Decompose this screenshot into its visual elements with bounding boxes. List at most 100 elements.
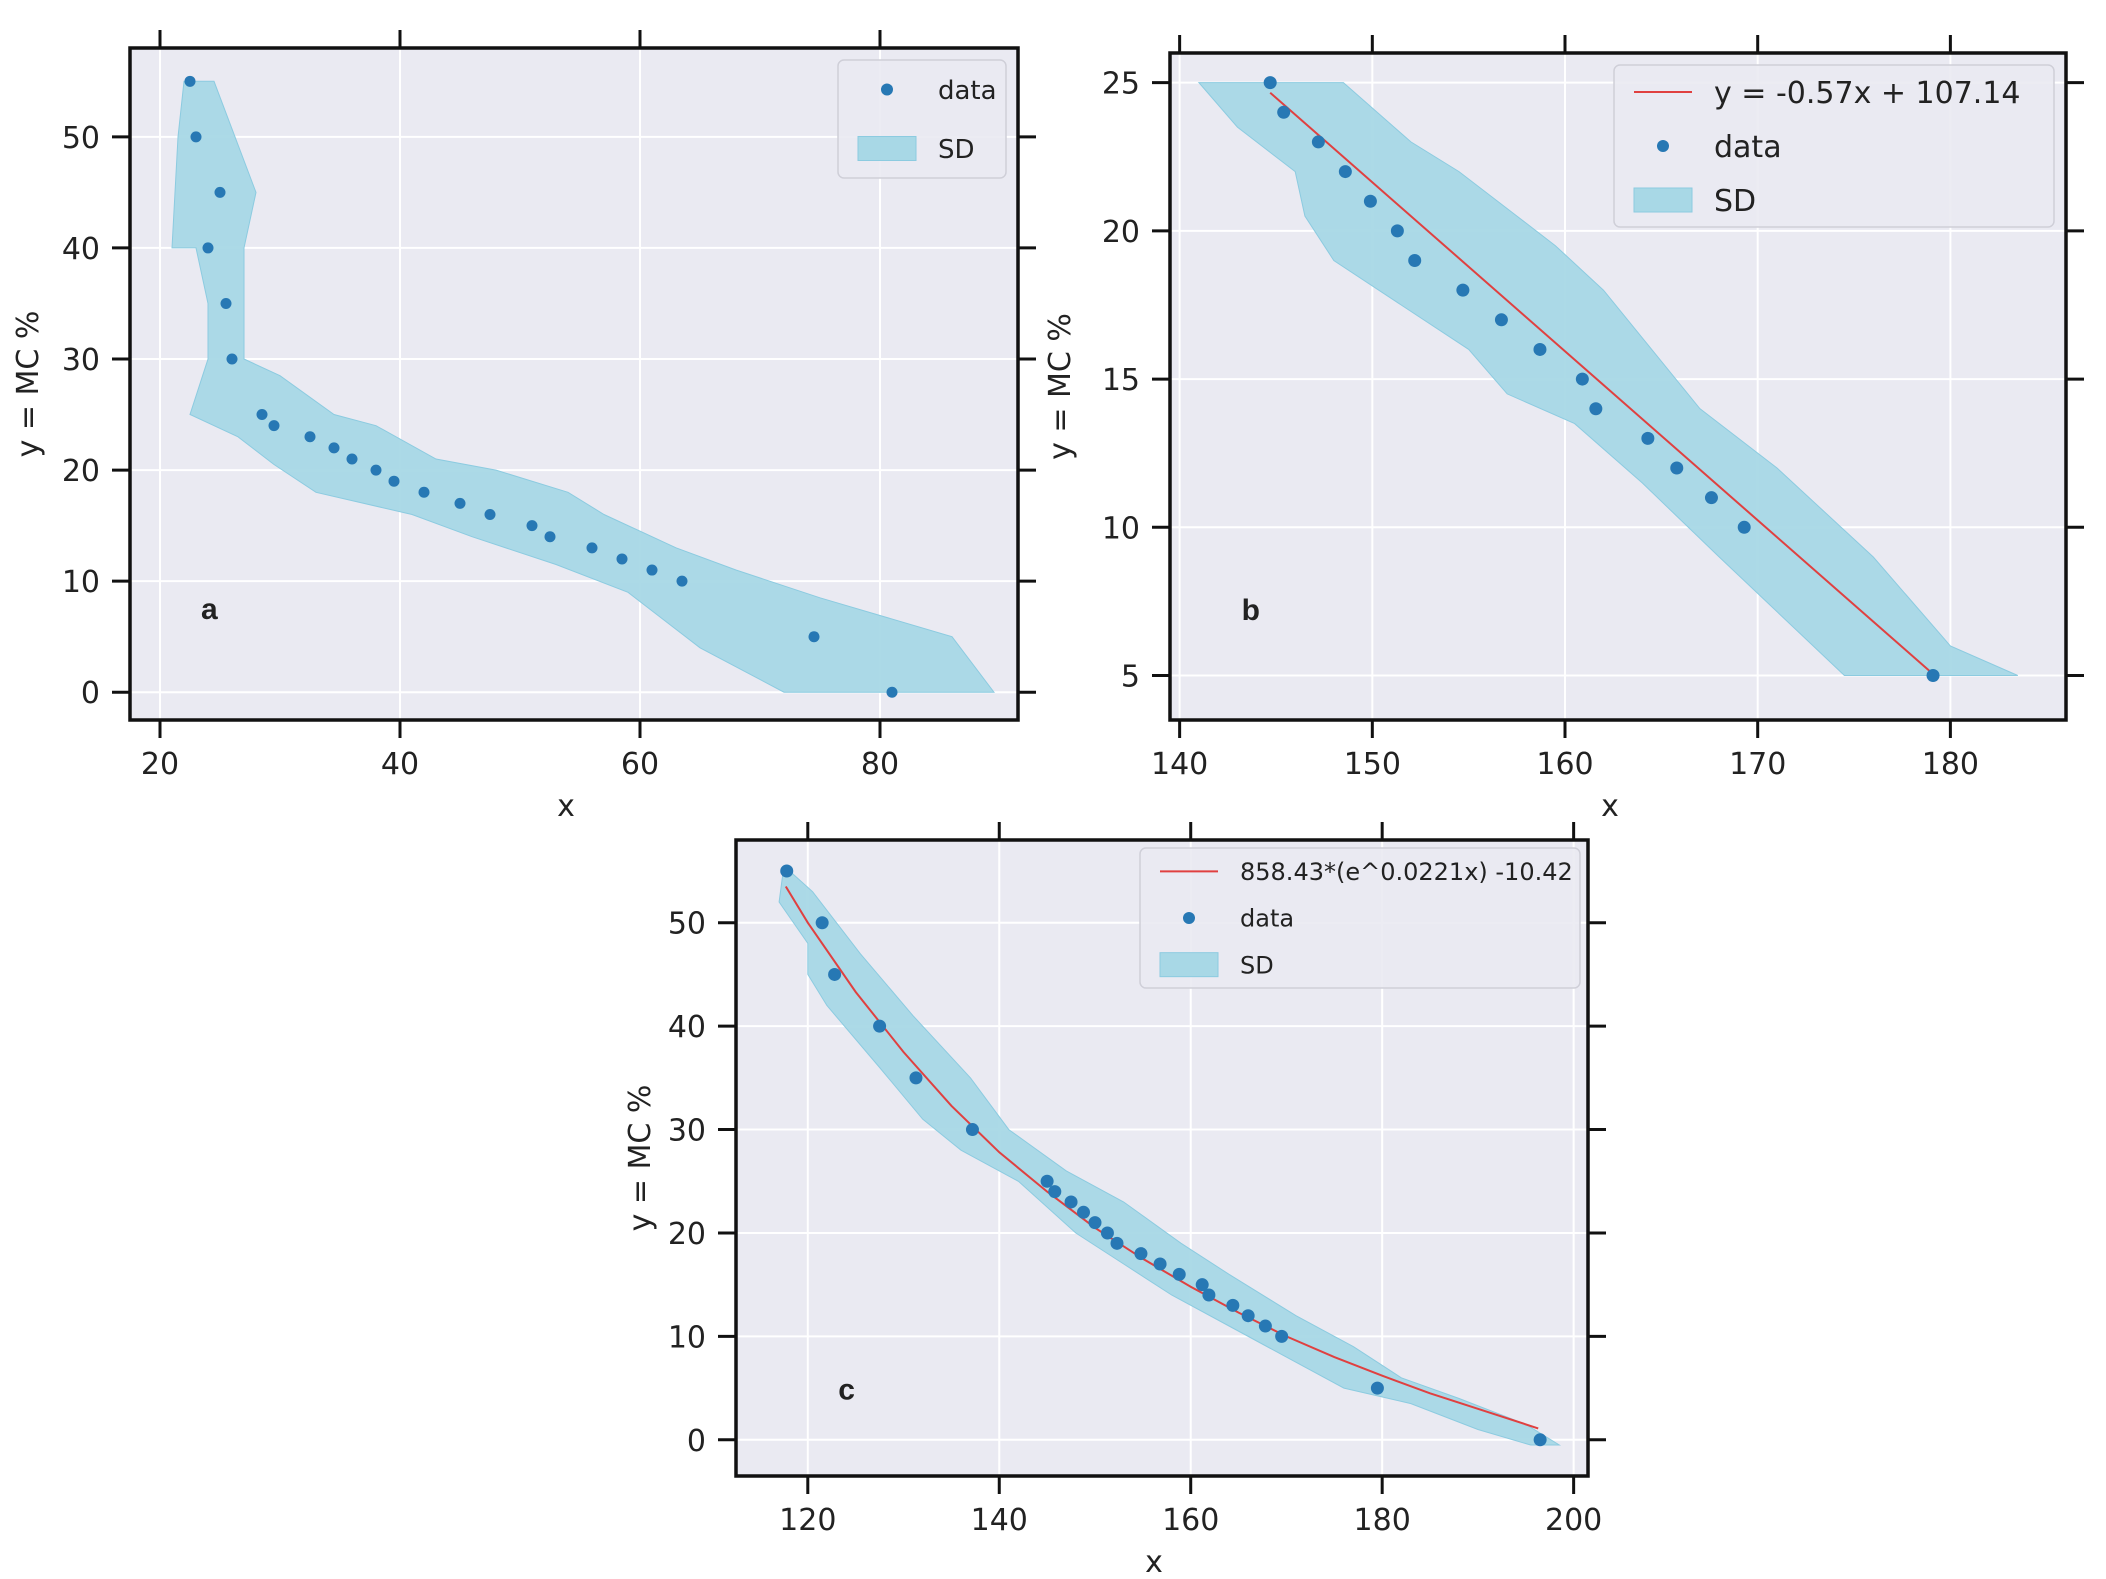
data-point [1390, 224, 1404, 238]
data-point [220, 297, 232, 309]
axes-frame [734, 838, 1590, 1478]
legend-box [1139, 847, 1581, 989]
legend-label: y = -0.57x + 107.14 [1714, 76, 2021, 111]
y-tick-label: 10 [1102, 511, 1140, 546]
x-tick-label: 140 [1151, 747, 1208, 782]
legend-label: SD [1714, 184, 1756, 219]
legend-data-swatch [1183, 912, 1195, 924]
data-point [1064, 1195, 1078, 1209]
data-point [1494, 313, 1508, 327]
panel-label: a [201, 593, 218, 626]
x-tick-label: 20 [141, 747, 179, 782]
data-point [190, 131, 202, 143]
data-point [226, 353, 238, 365]
sd-band [171, 80, 996, 693]
x-tick-label: 170 [1729, 747, 1786, 782]
data-point [873, 1019, 887, 1033]
data-point [1263, 76, 1277, 90]
data-point [808, 631, 820, 643]
legend-label: 858.43*(e^0.0221x) -10.42 [1240, 858, 1573, 886]
data-point [1153, 1257, 1167, 1271]
panel-label: c [838, 1374, 855, 1407]
y-tick-label: 25 [1102, 67, 1140, 102]
y-tick-label: 15 [1102, 363, 1140, 398]
y-tick-label: 50 [668, 907, 706, 942]
legend-box [1613, 64, 2055, 228]
legend-label: data [1240, 905, 1294, 933]
y-tick-label: 40 [62, 232, 100, 267]
legend-data-swatch [881, 83, 893, 96]
legend-data-swatch [1657, 140, 1669, 152]
y-tick-label: 30 [62, 343, 100, 378]
legend-sd-swatch [1159, 952, 1219, 978]
data-point [526, 520, 538, 532]
legend-label: SD [1240, 951, 1274, 979]
data-point [1641, 431, 1655, 445]
data-point [886, 686, 898, 698]
data-point [1134, 1247, 1148, 1261]
data-point [1088, 1216, 1102, 1230]
data-point [544, 531, 556, 543]
legend-label: data [938, 76, 997, 106]
data-point [586, 542, 598, 554]
y-tick-label: 10 [62, 565, 100, 600]
data-point [256, 409, 268, 421]
x-tick-label: 160 [1162, 1503, 1219, 1538]
y-tick-label: 0 [81, 676, 100, 711]
y-tick-label: 30 [668, 1114, 706, 1149]
y-tick-label: 20 [668, 1217, 706, 1252]
x-tick-label: 120 [779, 1503, 836, 1538]
y-tick-label: 0 [687, 1424, 706, 1459]
data-point [304, 431, 316, 443]
data-point [1533, 1433, 1547, 1447]
x-tick-label: 60 [621, 747, 659, 782]
data-point [346, 453, 358, 465]
data-point [1670, 461, 1684, 475]
x-tick-label: 200 [1545, 1503, 1602, 1538]
data-point [616, 553, 628, 565]
data-point [454, 497, 466, 509]
data-point [388, 475, 400, 487]
data-point [965, 1123, 979, 1137]
data-point [1926, 669, 1940, 683]
data-point [1277, 105, 1291, 119]
data-point [1258, 1319, 1272, 1333]
x-axis-label: x [1601, 789, 1619, 824]
y-axis-label: y = MC % [1043, 313, 1078, 460]
data-point [184, 75, 196, 87]
y-tick-label: 10 [668, 1320, 706, 1355]
data-point [1110, 1236, 1124, 1250]
data-point [646, 564, 658, 576]
chart-panel-a: 20 40 60 80 0 10 20 30 40 50 x y = MC % a data SD [11, 30, 1036, 824]
legend-label: SD [938, 135, 975, 165]
fit-line [1269, 91, 1934, 675]
data-point [1456, 283, 1470, 297]
data-point [214, 186, 226, 198]
data-point [418, 486, 430, 498]
y-axis-label: y = MC % [11, 311, 46, 458]
data-point [268, 420, 280, 432]
data-point [1077, 1205, 1091, 1219]
data-point [1241, 1309, 1255, 1323]
data-point [828, 967, 842, 981]
y-tick-label: 50 [62, 121, 100, 156]
data-point [1363, 194, 1377, 208]
x-axis-label: x [1145, 1545, 1163, 1574]
data-point [328, 442, 340, 454]
data-point [370, 464, 382, 476]
x-tick-label: 140 [971, 1503, 1028, 1538]
legend-label: data [1714, 130, 1782, 165]
data-point [1533, 342, 1547, 356]
data-point [1575, 372, 1589, 386]
x-tick-label: 180 [1354, 1503, 1411, 1538]
data-point [909, 1071, 923, 1085]
legend-sd-swatch [857, 136, 917, 161]
axes-frame [1168, 51, 2068, 722]
data-point [1226, 1298, 1240, 1312]
sd-band [778, 864, 1562, 1446]
y-axis-label: y = MC % [623, 1085, 658, 1232]
data-point [780, 864, 794, 878]
data-point [202, 242, 214, 254]
data-point [484, 509, 496, 521]
